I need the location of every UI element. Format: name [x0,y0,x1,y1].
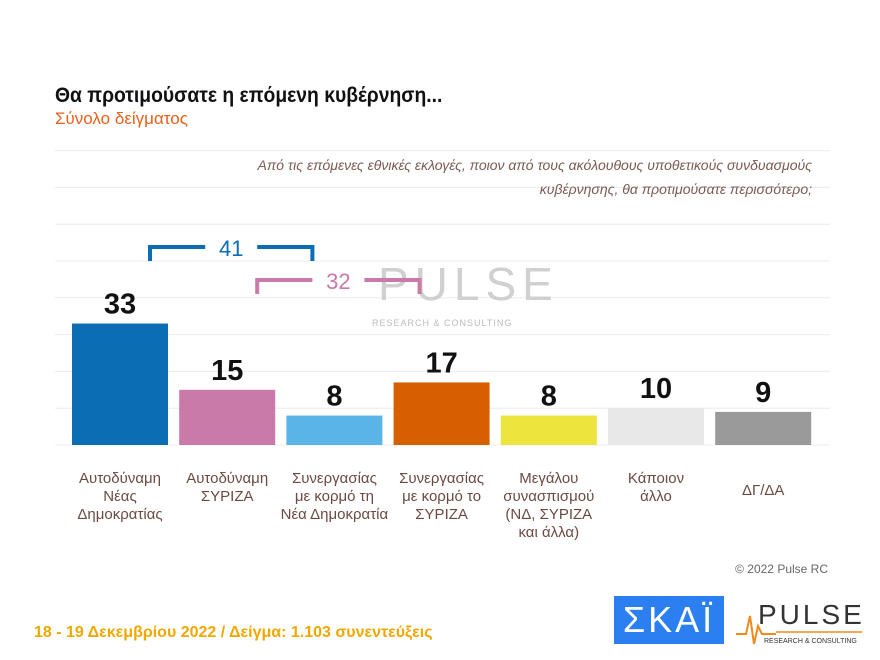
bracket [255,278,422,294]
data-label: 10 [640,373,672,405]
bar [500,415,597,445]
category-label: Αυτοδύναμη Νέας Δημοκρατίας [77,470,163,523]
category-label: Συνεργασίας με κορμό το ΣΥΡΙΖΑ [399,470,485,523]
bracket-label: 32 [326,269,350,294]
bar [72,323,168,445]
bar [715,411,812,445]
watermark-brand: PULSE [378,258,559,310]
bar [179,389,276,445]
category-label: Αυτοδύναμη ΣΥΡΙΖΑ [186,470,269,505]
skai-logo: ΣΚΑΪ [614,596,724,644]
data-label: 15 [211,355,243,387]
bracket [148,245,315,261]
data-label: 17 [425,347,457,379]
category-label: ΔΓ/ΔΑ [741,482,785,499]
pulse-logo: PULSE RESEARCH & CONSULTING [736,599,864,645]
svg-text:PULSE: PULSE [758,599,864,630]
category-label: Συνεργασίας με κορμό τη Νέα Δημοκρατία [280,470,389,523]
data-label: 8 [326,381,342,413]
bar-chart: PULSE RESEARCH & CONSULTING 33 15 8 17 8 10 9 41 3… [55,150,830,446]
watermark-tagline: RESEARCH & CONSULTING [372,318,512,328]
svg-text:RESEARCH & CONSULTING: RESEARCH & CONSULTING [764,638,857,645]
bar [286,415,383,445]
bar [393,382,490,445]
data-label: 9 [755,377,771,409]
chart-title: Θα προτιμούσατε η επόμενη κυβέρνηση... [55,84,443,107]
category-label: Μεγάλου συνασπισμού (ΝΔ, ΣΥΡΙΖΑ και άλλα… [503,470,595,541]
bar [608,408,704,445]
data-label: 8 [541,381,557,413]
footer-info: 18 - 19 Δεκεμβρίου 2022 / Δείγμα: 1.103 … [34,624,433,641]
category-label: Κάποιον άλλο [627,470,685,505]
bracket-label: 41 [219,236,243,261]
data-label: 33 [104,289,136,321]
question-text: Από τις επόμενες εθνικές εκλογές, ποιον … [257,157,812,197]
copyright: © 2022 Pulse RC [735,562,828,576]
chart-subtitle: Σύνολο δείγματος [55,109,188,128]
